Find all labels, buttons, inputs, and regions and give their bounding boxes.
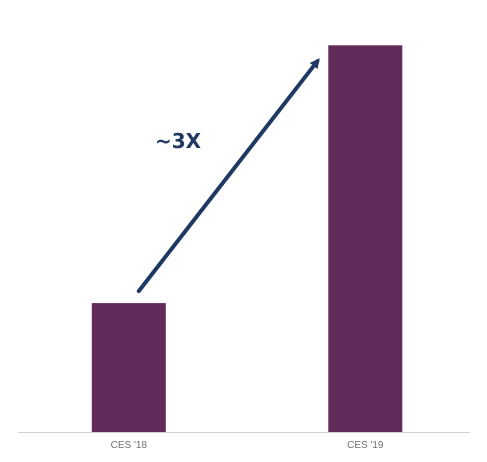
x-tick-label-0: CES '18 [111,440,148,451]
x-tick-label-1: CES '19 [347,440,384,451]
bars-group [91,45,403,433]
bar-0 [91,303,166,432]
x-tick-labels: CES '18 CES '19 [111,440,384,451]
growth-annotation-label: ~3X [155,129,202,153]
bar-1 [328,45,403,433]
growth-arrow-icon [136,58,320,294]
